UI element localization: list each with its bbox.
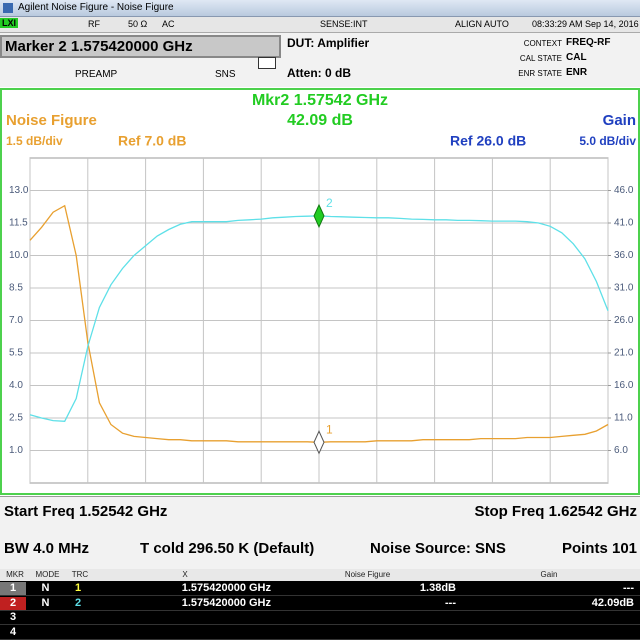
status-item: RF xyxy=(88,19,100,29)
context-label: ENR STATE xyxy=(518,69,562,78)
context-value: ENR xyxy=(566,67,588,78)
chart: Mkr2 1.57542 GHz 42.09 dB Noise Figure 1… xyxy=(0,88,640,495)
y2-tick-label: 41.0 xyxy=(614,218,634,229)
y-tick-label: 8.5 xyxy=(9,283,23,294)
sns: SNS xyxy=(215,69,236,80)
left-axis-title: Noise Figure xyxy=(6,112,97,129)
marker-table: MKR MODE TRC X Noise Figure Gain 1 N 1 1.57542000… xyxy=(0,569,640,640)
table-row: 3 xyxy=(0,611,640,625)
stop-freq: Stop Freq 1.62542 GHz xyxy=(474,503,637,520)
marker-box[interactable]: Marker 2 1.575420000 GHz xyxy=(0,35,281,58)
app-icon xyxy=(3,3,13,13)
title-bar: Agilent Noise Figure - Noise Figure xyxy=(0,0,640,17)
y2-tick-label: 46.0 xyxy=(614,185,634,196)
y2-tick-label: 31.0 xyxy=(614,283,634,294)
y2-tick-label: 6.0 xyxy=(614,445,628,456)
status-bar: LXI RF 50 Ω AC SENSE:INT ALIGN AUTO 08:3… xyxy=(0,17,640,33)
footer: Start Freq 1.52542 GHz Stop Freq 1.62542… xyxy=(0,496,640,569)
start-freq: Start Freq 1.52542 GHz xyxy=(4,503,168,520)
y2-tick-label: 26.0 xyxy=(614,315,634,326)
table-cell: 2 xyxy=(0,596,26,610)
header-cell: X xyxy=(182,570,188,579)
header-cell: MKR xyxy=(6,570,24,579)
y-tick-label: 10.0 xyxy=(9,250,29,261)
table-cell: 2 xyxy=(74,596,82,609)
y-tick-label: 2.5 xyxy=(9,413,23,424)
y2-tick-label: 16.0 xyxy=(614,380,634,391)
marker-diamond xyxy=(313,203,325,229)
header-cell: TRC xyxy=(71,570,89,579)
preamp: PREAMP xyxy=(75,69,118,80)
y2-tick-label: 11.0 xyxy=(614,413,633,424)
atten: Atten: 0 dB xyxy=(287,66,351,80)
y-tick-label: 4.0 xyxy=(9,380,23,391)
y-tick-label: 5.5 xyxy=(9,348,23,359)
table-cell: 4 xyxy=(9,625,17,638)
table-row: 2 N 2 1.575420000 GHz --- 42.09dB xyxy=(0,596,640,611)
table-row: 4 xyxy=(0,626,640,640)
y2-tick-label: 21.0 xyxy=(614,348,634,359)
right-scale: 5.0 dB/div xyxy=(579,134,636,148)
y-tick-label: 1.0 xyxy=(9,445,23,456)
table-cell: N xyxy=(41,596,50,609)
t-cold: T cold 296.50 K (Default) xyxy=(140,540,315,557)
table-cell: 42.09dB xyxy=(591,596,634,609)
context-value: FREQ-RF xyxy=(566,37,611,48)
marker-label: 2 xyxy=(326,196,333,210)
noise-source: Noise Source: SNS xyxy=(370,540,506,557)
status-item: AC xyxy=(162,19,175,29)
chart-title: Mkr2 1.57542 GHz xyxy=(252,92,388,109)
table-cell: 1.575420000 GHz xyxy=(181,596,271,609)
context-label: CONTEXT xyxy=(523,39,562,48)
bandwidth: BW 4.0 MHz xyxy=(4,540,90,557)
header-cell: Gain xyxy=(540,570,558,579)
lxi-badge: LXI xyxy=(0,18,19,28)
table-row: 1 N 1 1.575420000 GHz 1.38dB --- xyxy=(0,582,640,596)
y-tick-label: 7.0 xyxy=(9,315,23,326)
right-axis-title: Gain xyxy=(603,112,636,129)
enter-icon xyxy=(258,57,276,69)
table-cell: 1 xyxy=(74,582,82,594)
status-item: SENSE:INT xyxy=(320,19,368,29)
window-title: Agilent Noise Figure - Noise Figure xyxy=(18,2,174,13)
table-cell: 1.38dB xyxy=(419,582,456,594)
y-tick-label: 11.5 xyxy=(9,218,28,229)
context-value: CAL xyxy=(566,52,587,63)
y2-tick-label: 36.0 xyxy=(614,250,634,261)
y-tick-label: 13.0 xyxy=(9,185,29,196)
points: Points 101 xyxy=(561,540,637,557)
table-cell: 1.575420000 GHz xyxy=(181,582,271,594)
left-scale: 1.5 dB/div xyxy=(6,134,63,148)
right-ref: Ref 26.0 dB xyxy=(450,133,526,149)
marker-label: 1 xyxy=(326,422,333,436)
table-header: MKR MODE TRC X Noise Figure Gain xyxy=(0,569,640,581)
table-cell: 3 xyxy=(9,611,17,623)
marker-diamond xyxy=(313,430,325,455)
table-cell: --- xyxy=(623,582,634,594)
status-item: ALIGN AUTO xyxy=(455,19,509,29)
header-cell: Noise Figure xyxy=(344,570,391,579)
clock: 08:33:29 AM Sep 14, 2016 xyxy=(532,19,639,29)
left-ref: Ref 7.0 dB xyxy=(118,133,186,149)
table-cell: N xyxy=(41,582,50,594)
table-cell: --- xyxy=(445,596,456,609)
context-label: CAL STATE xyxy=(519,54,562,63)
chart-subtitle: 42.09 dB xyxy=(287,112,353,129)
table-cell: 1 xyxy=(0,582,26,595)
dut: DUT: Amplifier xyxy=(287,36,370,50)
header-cell: MODE xyxy=(35,570,60,579)
status-item: 50 Ω xyxy=(128,19,148,29)
